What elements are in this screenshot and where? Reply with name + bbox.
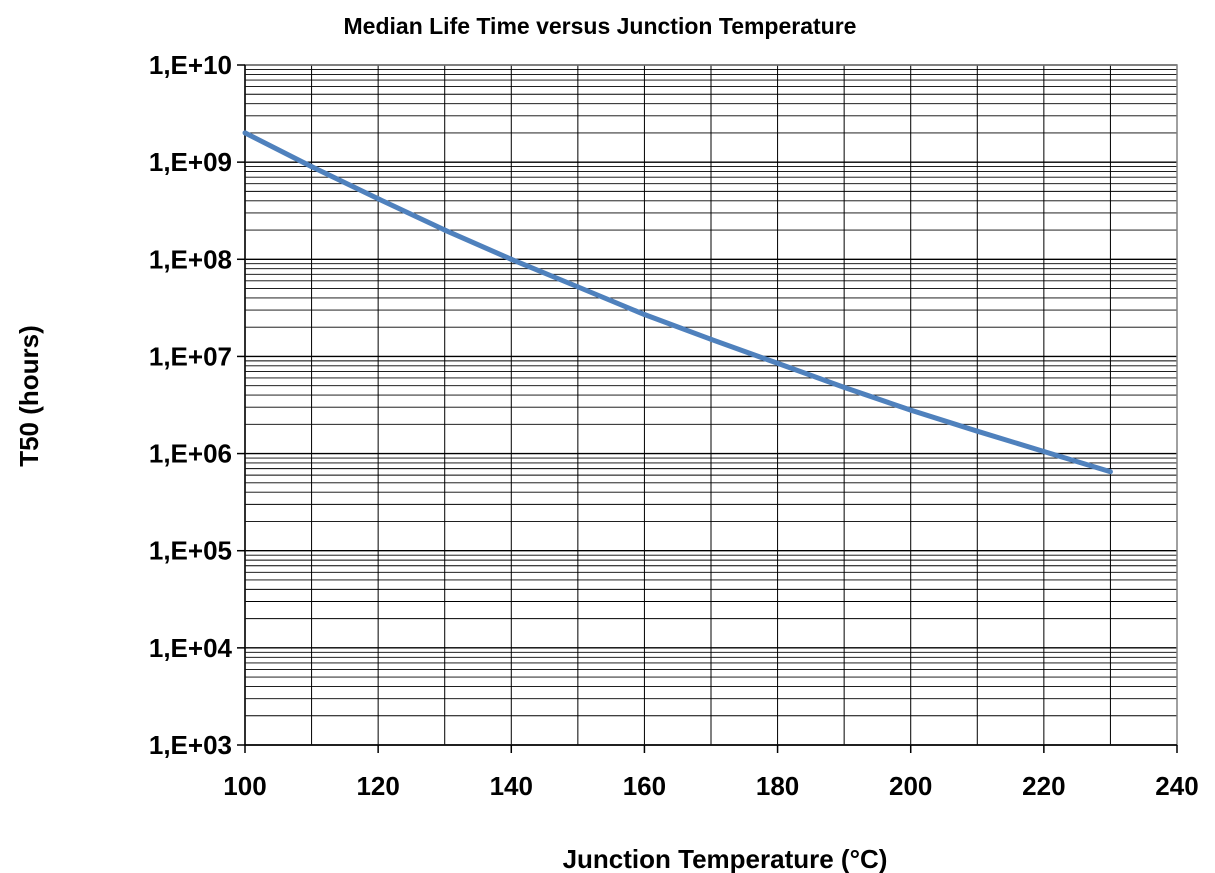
x-tick-label: 120 — [356, 771, 399, 801]
x-tick-label: 140 — [490, 771, 533, 801]
data-point — [974, 428, 980, 434]
y-tick-label: 1,E+10 — [149, 50, 232, 80]
x-tick-label: 160 — [623, 771, 666, 801]
data-point — [641, 312, 647, 318]
data-point — [309, 164, 315, 170]
series-line — [243, 130, 1112, 475]
data-point — [1041, 449, 1047, 455]
data-point — [442, 227, 448, 233]
y-tick-label: 1,E+04 — [149, 633, 233, 663]
x-tick-label: 240 — [1155, 771, 1198, 801]
tick-labels: 1,E+03 1,E+04 1,E+05 1,E+06 1,E+07 1,E+08 1,E+… — [149, 50, 1199, 801]
y-tick-label: 1,E+03 — [149, 730, 232, 760]
data-point — [775, 360, 781, 366]
x-tick-label: 180 — [756, 771, 799, 801]
data-point — [242, 130, 248, 136]
x-tick-label: 200 — [889, 771, 932, 801]
data-point — [575, 284, 581, 290]
x-axis-title: Junction Temperature (°C) — [563, 844, 888, 873]
y-axis-title: T50 (hours) — [14, 325, 44, 467]
data-point — [1107, 469, 1113, 475]
data-point — [375, 196, 381, 202]
series — [242, 130, 1113, 475]
data-point — [908, 407, 914, 413]
y-tick-label: 1,E+07 — [149, 341, 232, 371]
data-point — [841, 384, 847, 390]
y-tick-label: 1,E+05 — [149, 536, 232, 566]
y-tick-label: 1,E+09 — [149, 147, 232, 177]
axes — [237, 64, 1178, 753]
data-point — [708, 336, 714, 342]
grid — [244, 64, 1177, 746]
chart-title: Median Life Time versus Junction Tempera… — [344, 13, 857, 39]
y-tick-label: 1,E+06 — [149, 439, 232, 469]
x-tick-label: 220 — [1022, 771, 1065, 801]
x-tick-label: 100 — [223, 771, 266, 801]
data-point — [508, 256, 514, 262]
y-tick-label: 1,E+08 — [149, 244, 232, 274]
